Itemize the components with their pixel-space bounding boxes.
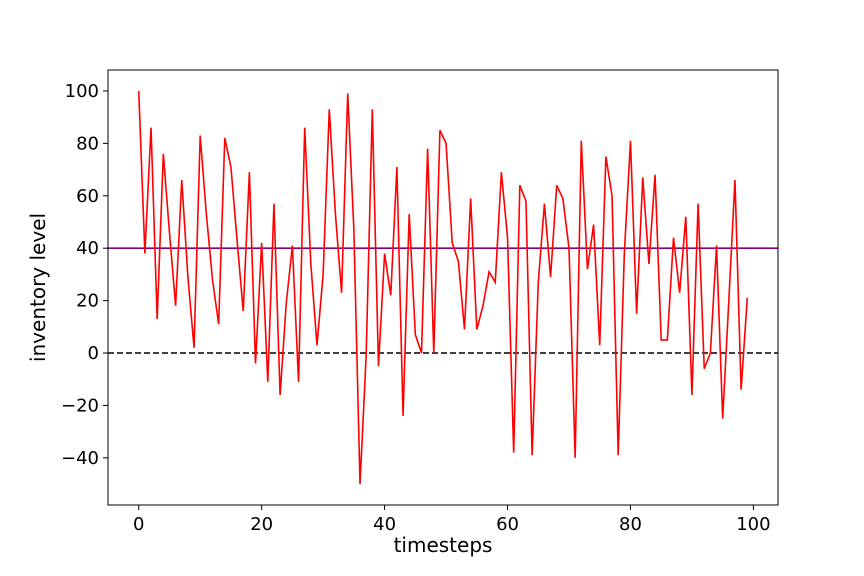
y-tick-label: 100 xyxy=(65,81,99,102)
y-axis-ticks: −40 −20 0 20 40 60 80 100 xyxy=(61,81,108,469)
series-line-0 xyxy=(137,90,749,485)
y-tick-label: 20 xyxy=(76,291,99,312)
x-tick-label: 100 xyxy=(736,514,770,535)
x-tick-label: 40 xyxy=(373,514,396,535)
x-axis-title: timesteps xyxy=(394,533,493,557)
x-tick-label: 20 xyxy=(250,514,273,535)
x-tick-label: 60 xyxy=(496,514,519,535)
y-tick-label: 40 xyxy=(76,238,99,259)
x-tick-label: 0 xyxy=(133,514,144,535)
y-tick-label: 80 xyxy=(76,133,99,154)
reference-lines xyxy=(108,247,778,354)
y-tick-label: −40 xyxy=(61,448,99,469)
y-tick-label: −20 xyxy=(61,395,99,416)
y-tick-label: 60 xyxy=(76,186,99,207)
series-layer xyxy=(137,90,749,485)
x-axis-ticks: 0 20 40 60 80 100 xyxy=(133,505,771,535)
y-tick-label: 0 xyxy=(88,343,99,364)
plot-frame xyxy=(107,69,779,506)
y-axis-title: inventory level xyxy=(26,213,50,362)
x-tick-label: 80 xyxy=(619,514,642,535)
